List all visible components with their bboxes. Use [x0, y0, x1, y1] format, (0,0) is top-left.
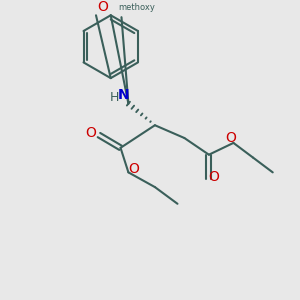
Text: H: H	[110, 91, 119, 104]
Text: methoxy: methoxy	[118, 3, 155, 12]
Text: N: N	[118, 88, 129, 102]
Text: O: O	[225, 131, 236, 145]
Text: O: O	[98, 0, 108, 14]
Text: O: O	[128, 162, 139, 176]
Text: O: O	[208, 170, 219, 184]
Text: O: O	[86, 126, 97, 140]
